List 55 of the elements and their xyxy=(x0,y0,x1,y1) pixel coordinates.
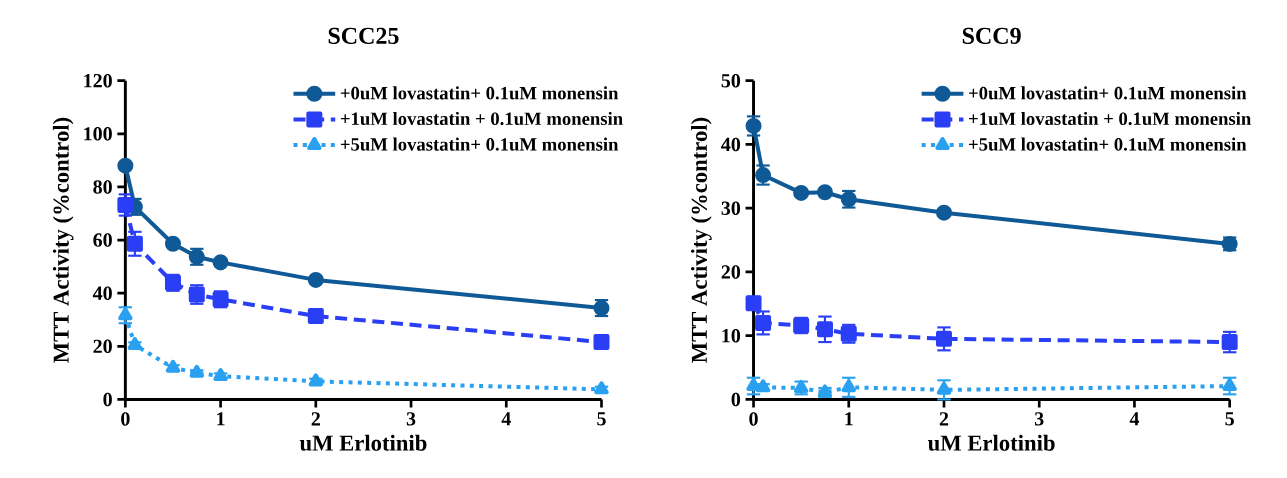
legend-label: +5uM lovastatin+ 0.1uM monensin xyxy=(340,137,619,151)
y-tick-label: 100 xyxy=(84,127,112,141)
legend-label: +1uM lovastatin + 0.1uM monensin xyxy=(969,111,1251,126)
point xyxy=(593,334,610,350)
y-tick-label: 40 xyxy=(721,137,741,152)
legend-label: +5uM lovastatin+ 0.1uM monensin xyxy=(969,137,1247,151)
point xyxy=(1221,334,1238,350)
y-tick-label: 30 xyxy=(721,201,741,215)
point xyxy=(745,295,762,312)
point xyxy=(935,204,952,221)
x-axis-title: uM Erlotinib xyxy=(299,434,427,451)
x-tick-label: 4 xyxy=(501,412,511,426)
x-tick-label: 5 xyxy=(1225,412,1234,426)
point xyxy=(307,307,324,324)
y-tick-label: 10 xyxy=(722,328,741,343)
x-tick-label: 0 xyxy=(121,412,130,426)
legend-label: +0uM lovastatin+ 0.1uM monensin xyxy=(340,86,619,100)
chart-title: SCC9 xyxy=(962,27,1021,44)
x-tick-label: 0 xyxy=(749,412,758,426)
point xyxy=(1222,377,1237,391)
y-tick-label: 50 xyxy=(721,73,741,88)
point xyxy=(117,157,134,174)
x-tick-label: 3 xyxy=(1034,412,1044,426)
x-tick-label: 3 xyxy=(406,412,416,426)
legend-label: +1uM lovastatin + 0.1uM monensin xyxy=(340,111,623,126)
legend-label: +0uM lovastatin+ 0.1uM monensin xyxy=(969,86,1247,100)
x-tick-label: 2 xyxy=(311,412,320,426)
y-tick-label: 80 xyxy=(93,180,112,194)
x-tick-label: 5 xyxy=(597,412,606,426)
y-tick-label: 20 xyxy=(93,339,112,353)
x-tick-label: 4 xyxy=(1129,412,1140,426)
y-axis-title: MTT Activity (%control) xyxy=(52,117,74,363)
point xyxy=(935,330,952,347)
x-tick-label: 2 xyxy=(939,412,949,426)
point xyxy=(307,271,324,288)
point xyxy=(126,235,143,252)
y-tick-label: 40 xyxy=(92,286,112,300)
y-tick-label: 60 xyxy=(93,233,112,247)
y-tick-label: 20 xyxy=(721,265,741,279)
point xyxy=(755,314,772,331)
y-axis-title: MTT Activity (%control) xyxy=(691,117,712,363)
chart-title: SCC25 xyxy=(328,27,399,44)
y-tick-label: 0 xyxy=(731,392,741,407)
point xyxy=(793,184,810,201)
point xyxy=(816,321,833,338)
point xyxy=(841,379,856,393)
x-axis-title: uM Erlotinib xyxy=(928,434,1055,451)
x-tick-label: 1 xyxy=(845,412,853,426)
point xyxy=(164,235,181,252)
point xyxy=(816,184,833,201)
y-tick-label: 120 xyxy=(84,73,112,88)
y-tick-label: 0 xyxy=(103,392,112,407)
point xyxy=(118,307,133,321)
x-tick-label: 1 xyxy=(217,412,225,426)
point xyxy=(212,254,229,271)
